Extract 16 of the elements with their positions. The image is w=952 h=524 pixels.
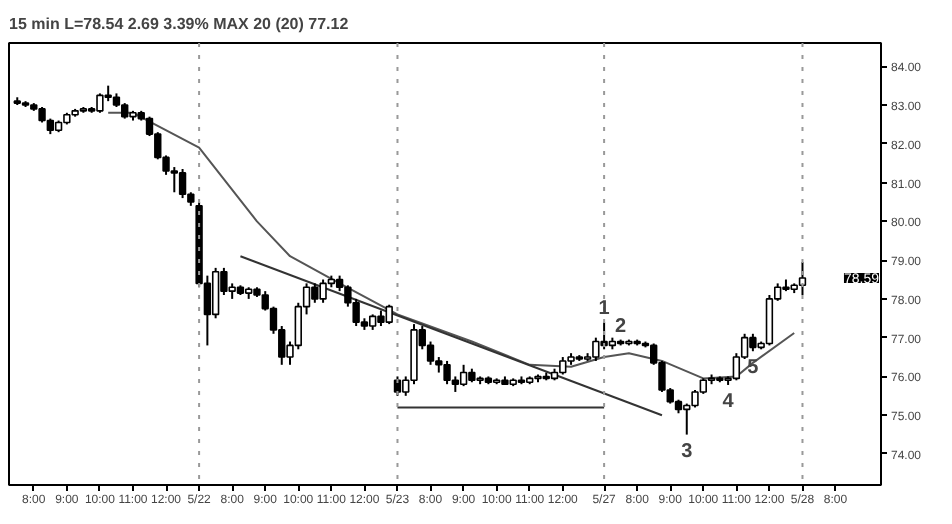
annotation: 1 <box>598 298 611 321</box>
annotation: 3 <box>681 440 694 463</box>
annotation: 2 <box>615 315 628 338</box>
candlestick <box>311 282 319 304</box>
candlestick <box>765 294 774 347</box>
annotation: 5 <box>747 357 760 380</box>
candlestick <box>178 168 187 200</box>
candlestick <box>443 359 451 386</box>
candlestick <box>96 92 104 114</box>
candlestick <box>385 303 393 326</box>
line-series <box>107 111 796 380</box>
annotation: 4 <box>722 390 735 413</box>
chart-title: 15 min L=78.54 2.69 3.39% MAX 20 (20) 77.12 <box>9 15 350 33</box>
candlestick <box>319 278 327 304</box>
candlestick <box>459 363 468 388</box>
candlestick <box>211 266 220 320</box>
